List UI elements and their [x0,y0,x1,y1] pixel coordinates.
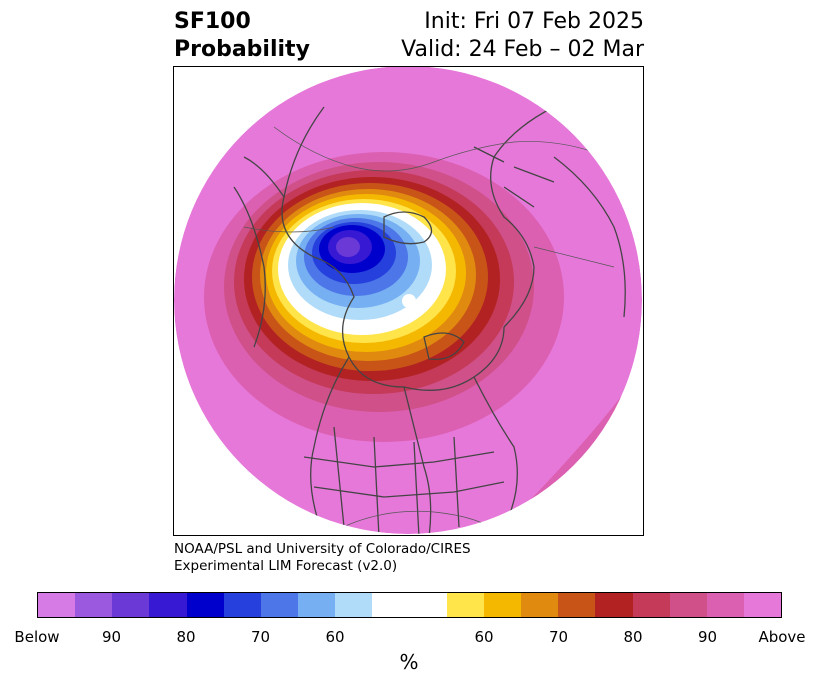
colorbar-segment [669,593,707,617]
colorbar-tick-label: 70 [548,628,569,646]
ring-violet [336,237,360,257]
colorbar-segment [706,593,744,617]
map-frame [173,66,644,536]
colorbar-segment [595,593,633,617]
colorbar-tick-label: 60 [474,628,494,646]
valid-range: Valid: 24 Feb – 02 Mar [401,37,644,62]
polar-map [174,67,642,534]
colorbar-tick-label: 90 [697,628,718,646]
colorbar-tick-label: Above [758,628,806,646]
colorbar-segment [372,593,410,617]
colorbar-tick-label: 60 [325,628,345,646]
colorbar-tick-label: Below [14,628,60,646]
colorbar-segment [409,593,447,617]
colorbar-tick-label: 80 [623,628,643,646]
title-block-left: SF100 Probability [174,8,310,64]
colorbar-segment [483,593,522,617]
credit-line-1: NOAA/PSL and University of Colorado/CIRE… [174,541,471,557]
product-title: Probability [174,37,310,62]
colorbar-segment [38,593,76,617]
credit-line-2: Experimental LIM Forecast (v2.0) [174,558,398,574]
colorbar-segment [112,593,150,617]
colorbar-segment [335,593,373,617]
colorbar-segment [298,593,336,617]
colorbar-segment [521,593,559,617]
colorbar-segment [186,593,224,617]
credit-text: NOAA/PSL and University of Colorado/CIRE… [174,541,471,575]
variable-title: SF100 [174,9,251,34]
colorbar-tick-label: 90 [101,628,122,646]
colorbar-segment [558,593,596,617]
colorbar-tick-label: 70 [250,628,271,646]
colorbar-segment [223,593,261,617]
colorbar-segment [743,593,782,617]
title-block-right: Init: Fri 07 Feb 2025 Valid: 24 Feb – 02… [401,8,644,64]
coastlines [233,106,626,534]
colorbar-unit-label: % [399,650,419,674]
colorbar-tick-label: 80 [176,628,196,646]
lower-left-lobe-core [174,457,249,534]
borders [243,126,615,534]
colorbar-segment [632,593,670,617]
colorbar-segment [75,593,113,617]
colorbar-segment [149,593,187,617]
colorbar-segment [446,593,484,617]
colorbar-segment [260,593,299,617]
pole-hole [402,294,416,308]
init-date: Init: Fri 07 Feb 2025 [424,9,644,34]
colorbar [37,592,782,618]
